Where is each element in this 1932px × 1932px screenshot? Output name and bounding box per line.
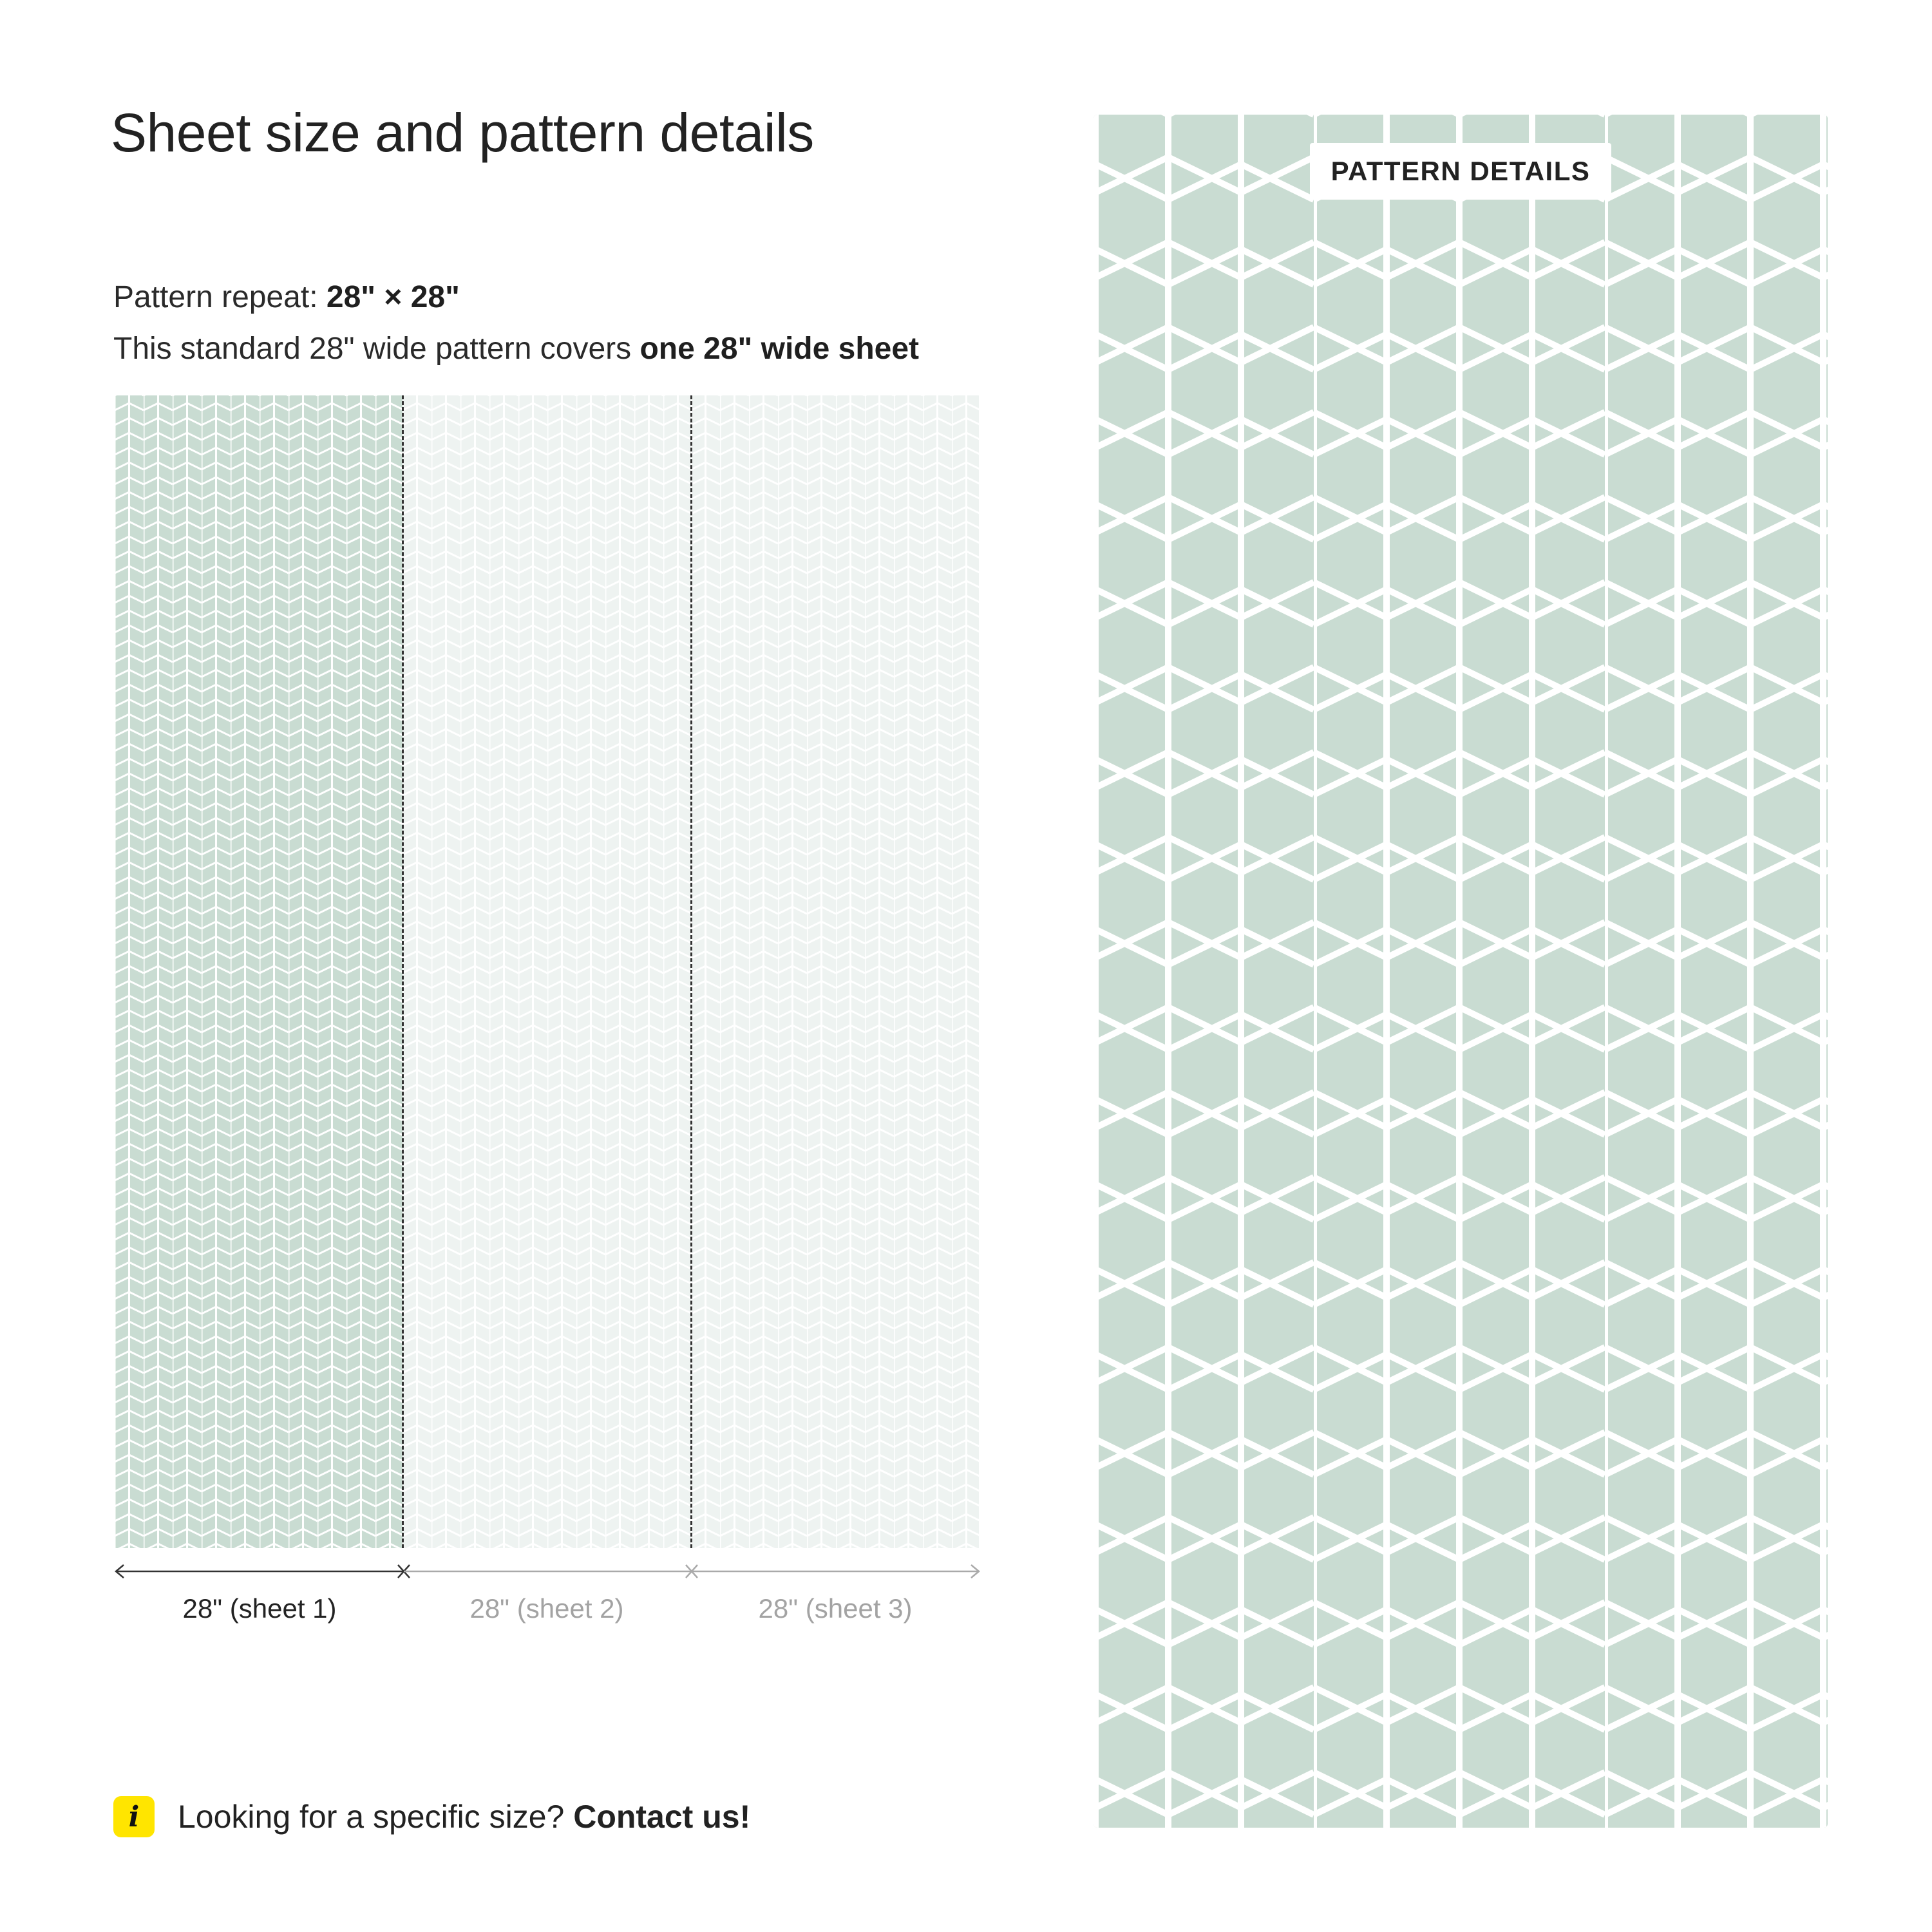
page-title: Sheet size and pattern details: [111, 102, 814, 163]
sheet-1-label: 28" (sheet 1): [182, 1593, 337, 1624]
herringbone-pattern-small: [115, 395, 402, 1548]
sheet-1-preview: [115, 395, 402, 1548]
pattern-coverage-value: one 28" wide sheet: [639, 332, 920, 366]
dimension-arrow-icon: [115, 1564, 980, 1578]
herringbone-pattern-faded: [691, 395, 979, 1548]
sheet-preview: [115, 395, 979, 1548]
contact-text: Looking for a specific size? Contact us!: [178, 1798, 750, 1835]
pattern-details-badge: PATTERN DETAILS: [1310, 143, 1611, 200]
pattern-repeat-text: Pattern repeat: 28" × 28": [113, 279, 460, 315]
sheet-seam-2: [690, 395, 692, 1548]
sheet-3-label: 28" (sheet 3): [758, 1593, 913, 1624]
sheet-3-preview: [691, 395, 979, 1548]
herringbone-pattern-faded: [402, 395, 691, 1548]
contact-link[interactable]: Contact us!: [573, 1799, 751, 1835]
herringbone-pattern-large: [1094, 115, 1828, 1828]
sheet-2-label: 28" (sheet 2): [469, 1593, 624, 1624]
sheet-2-preview: [402, 395, 691, 1548]
sheet-seam-1: [402, 395, 404, 1548]
info-icon: i: [113, 1796, 155, 1837]
pattern-repeat-label: Pattern repeat:: [113, 280, 327, 314]
pattern-coverage-label: This standard 28" wide pattern covers: [113, 332, 640, 366]
pattern-coverage-text: This standard 28" wide pattern covers on…: [113, 331, 919, 366]
pattern-detail-panel: [1094, 115, 1828, 1828]
contact-prompt: Looking for a specific size?: [178, 1799, 574, 1835]
contact-row: i Looking for a specific size? Contact u…: [113, 1794, 750, 1839]
pattern-repeat-value: 28" × 28": [326, 280, 460, 314]
